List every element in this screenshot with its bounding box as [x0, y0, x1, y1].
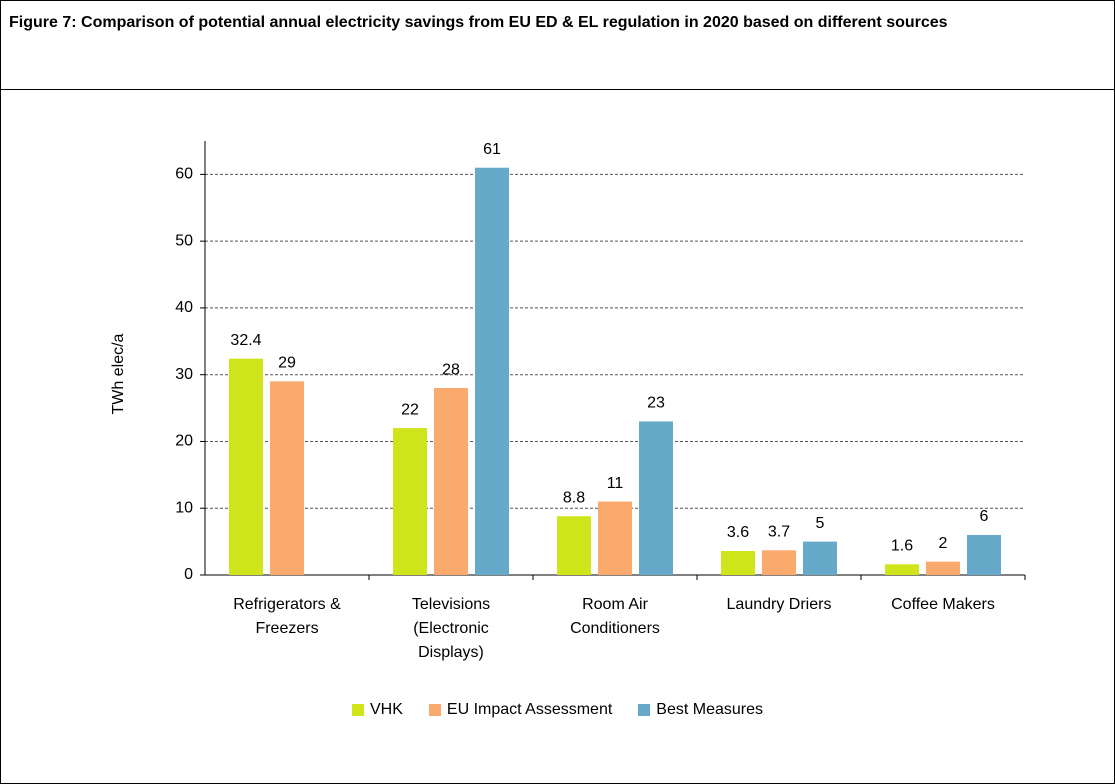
data-label: 32.4: [230, 332, 261, 349]
bar: [639, 421, 673, 575]
bar: [721, 550, 755, 575]
data-label: 6: [980, 508, 989, 525]
y-tick-label: 10: [175, 499, 193, 516]
data-label: 2: [939, 535, 948, 552]
bar: [803, 541, 837, 575]
legend-swatch: [638, 704, 651, 716]
y-tick-label: 60: [175, 166, 193, 183]
bar: [926, 561, 960, 575]
data-label: 23: [647, 395, 665, 412]
data-label: 28: [442, 361, 460, 378]
legend: VHK EU Impact Assessment Best Measures: [1, 701, 1114, 719]
bar: [557, 516, 591, 575]
data-label: 8.8: [563, 489, 585, 506]
bar: [229, 358, 263, 575]
legend-label: Best Measures: [656, 701, 763, 718]
y-tick-label: 20: [175, 433, 193, 450]
data-label: 5: [816, 515, 825, 532]
legend-swatch: [351, 704, 364, 716]
x-tick-label: Refrigerators & Freezers: [233, 596, 341, 637]
x-tick-label: Coffee Makers: [891, 596, 995, 613]
data-label: 3.7: [768, 524, 790, 541]
y-tick-label: 50: [175, 232, 193, 249]
x-tick-label: Laundry Driers: [726, 596, 832, 613]
legend-item: Best Measures: [638, 701, 763, 719]
legend-label: EU Impact Assessment: [446, 701, 613, 718]
legend-item: VHK: [351, 701, 403, 719]
bar: [885, 564, 919, 575]
bar: [598, 501, 632, 575]
data-label: 22: [401, 401, 419, 418]
y-axis-label: TWh elec/a: [110, 333, 127, 414]
data-label: 29: [278, 355, 296, 372]
y-tick-label: 0: [184, 566, 193, 583]
x-tick-label: Televisions (Electronic Displays): [411, 596, 491, 661]
data-label: 1.6: [891, 538, 913, 555]
y-tick-label: 40: [175, 299, 193, 316]
legend-item: EU Impact Assessment: [428, 701, 613, 719]
bar: [762, 550, 796, 575]
legend-label: VHK: [369, 701, 403, 718]
bar: [967, 534, 1001, 575]
bar: [270, 381, 304, 575]
x-tick-label: Room Air Conditioners: [570, 596, 660, 637]
bar: [393, 428, 427, 575]
bar: [434, 388, 468, 575]
data-label: 11: [607, 475, 624, 492]
y-tick-label: 30: [175, 366, 193, 383]
chart-title: Figure 7: Comparison of potential annual…: [1, 1, 1114, 90]
bar: [475, 167, 509, 575]
data-label: 3.6: [727, 524, 749, 541]
legend-swatch: [428, 704, 441, 716]
data-label: 61: [483, 141, 501, 158]
